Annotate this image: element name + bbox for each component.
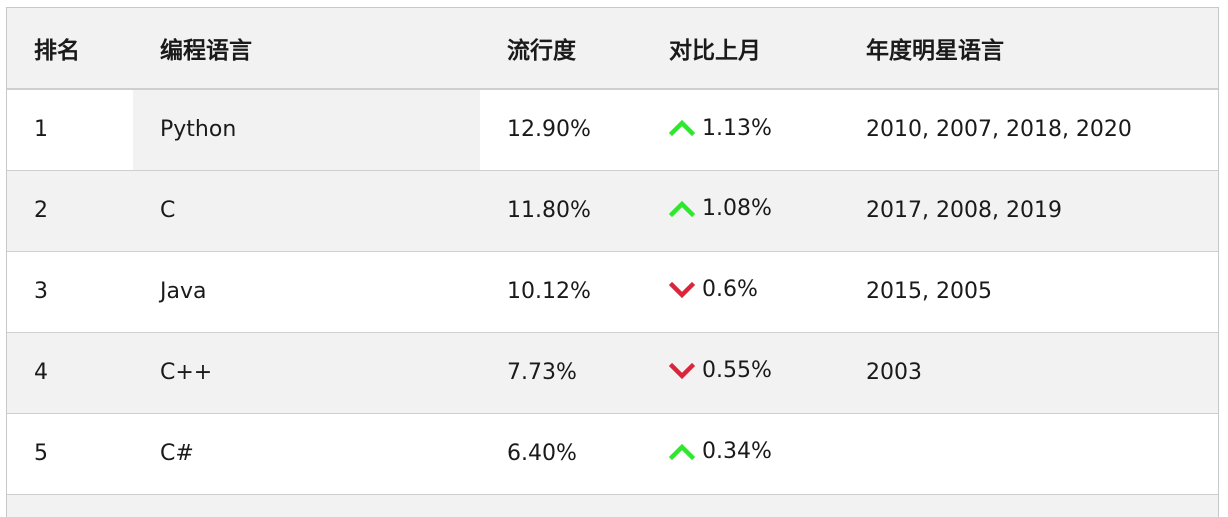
language-cell: C# bbox=[160, 441, 194, 466]
header-rank: 排名 bbox=[7, 8, 133, 90]
change-cell: 0.6% bbox=[642, 251, 839, 332]
language-cell: C++ bbox=[160, 360, 213, 385]
rank-cell: 4 bbox=[34, 360, 48, 385]
table-header: 排名 编程语言 流行度 对比上月 年度明星语言 bbox=[7, 8, 1218, 90]
empty-cell bbox=[839, 494, 1218, 517]
rank-cell: 2 bbox=[34, 198, 48, 223]
star-years-cell: 2015, 2005 bbox=[866, 279, 992, 304]
header-change: 对比上月 bbox=[642, 8, 839, 90]
chevron-up-icon bbox=[669, 118, 695, 138]
popularity-cell: 7.73% bbox=[507, 360, 577, 385]
change-cell: 0.55% bbox=[642, 332, 839, 413]
rank-cell: 3 bbox=[34, 279, 48, 304]
header-row: 排名 编程语言 流行度 对比上月 年度明星语言 bbox=[7, 8, 1218, 90]
star-years-cell bbox=[839, 413, 1218, 494]
change-text: 0.55% bbox=[702, 358, 772, 384]
change-text: 1.13% bbox=[702, 115, 772, 141]
language-cell: Java bbox=[160, 279, 207, 304]
change-cell: 1.08% bbox=[642, 170, 839, 251]
chevron-up-icon bbox=[669, 199, 695, 219]
language-cell: Python bbox=[133, 89, 480, 170]
table-row: 1 Python 12.90% 1.13% 2010, 2007, 2018, … bbox=[7, 89, 1218, 170]
language-cell: C bbox=[160, 198, 176, 223]
chevron-down-icon bbox=[669, 361, 695, 381]
table-row-partial bbox=[7, 494, 1218, 517]
empty-cell bbox=[480, 494, 642, 517]
empty-cell bbox=[7, 494, 133, 517]
star-years-cell: 2010, 2007, 2018, 2020 bbox=[866, 117, 1132, 143]
header-star-years: 年度明星语言 bbox=[839, 8, 1218, 90]
change-value: 0.6% bbox=[669, 277, 758, 302]
change-cell: 0.34% bbox=[642, 413, 839, 494]
star-years-cell: 2017, 2008, 2019 bbox=[866, 198, 1062, 223]
table-body: 1 Python 12.90% 1.13% 2010, 2007, 2018, … bbox=[7, 89, 1218, 517]
chevron-down-icon bbox=[669, 280, 695, 300]
rank-cell: 1 bbox=[34, 117, 48, 143]
star-years-cell: 2003 bbox=[866, 360, 922, 385]
change-value: 0.55% bbox=[669, 358, 772, 383]
change-value: 0.34% bbox=[669, 439, 772, 464]
empty-cell bbox=[642, 494, 839, 517]
empty-cell bbox=[133, 494, 480, 517]
change-value: 1.13% bbox=[669, 116, 772, 141]
header-popularity: 流行度 bbox=[480, 8, 642, 90]
change-text: 1.08% bbox=[702, 196, 772, 222]
change-value: 1.08% bbox=[669, 196, 772, 221]
change-text: 0.34% bbox=[702, 439, 772, 465]
popularity-cell: 12.90% bbox=[507, 117, 591, 143]
language-ranking-table: 排名 编程语言 流行度 对比上月 年度明星语言 1 Python 12.90% … bbox=[7, 8, 1218, 517]
ranking-table-container: 排名 编程语言 流行度 对比上月 年度明星语言 1 Python 12.90% … bbox=[6, 7, 1219, 517]
change-text: 0.6% bbox=[702, 277, 758, 303]
table-row: 3 Java 10.12% 0.6% 2015, 2005 bbox=[7, 251, 1218, 332]
change-cell: 1.13% bbox=[642, 89, 839, 170]
popularity-cell: 10.12% bbox=[507, 279, 591, 304]
table-row: 5 C# 6.40% 0.34% bbox=[7, 413, 1218, 494]
rank-cell: 5 bbox=[34, 441, 48, 466]
header-language: 编程语言 bbox=[133, 8, 480, 90]
table-row: 4 C++ 7.73% 0.55% 2003 bbox=[7, 332, 1218, 413]
popularity-cell: 6.40% bbox=[507, 441, 577, 466]
popularity-cell: 11.80% bbox=[507, 198, 591, 223]
chevron-up-icon bbox=[669, 442, 695, 462]
table-row: 2 C 11.80% 1.08% 2017, 2008, 2019 bbox=[7, 170, 1218, 251]
